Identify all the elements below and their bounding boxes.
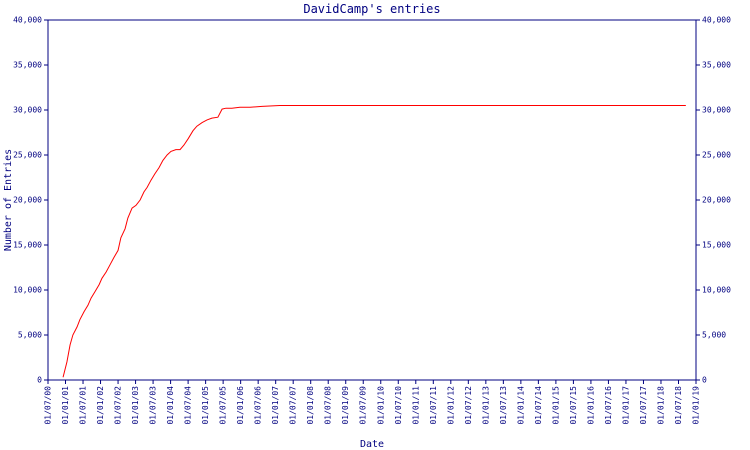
x-tick-label: 01/07/04 [184, 386, 193, 425]
y2-tick-label: 40,000 [702, 16, 731, 25]
y2-tick-label: 20,000 [702, 196, 731, 205]
x-tick-label: 01/07/18 [674, 386, 683, 425]
x-tick-label: 01/01/14 [516, 386, 525, 425]
y-tick-label: 0 [37, 376, 42, 385]
x-tick-label: 01/07/06 [254, 386, 263, 425]
y2-tick-label: 35,000 [702, 61, 731, 70]
x-tick-label: 01/01/15 [551, 386, 560, 425]
x-tick-label: 01/01/11 [411, 386, 420, 425]
y-tick-label: 10,000 [13, 286, 42, 295]
x-tick-label: 01/07/17 [639, 386, 648, 425]
x-tick-label: 01/01/09 [341, 386, 350, 425]
y-tick-label: 35,000 [13, 61, 42, 70]
y2-tick-label: 10,000 [702, 286, 731, 295]
x-tick-label: 01/07/11 [429, 386, 438, 425]
y-tick-label: 15,000 [13, 241, 42, 250]
x-tick-label: 01/01/13 [481, 386, 490, 425]
x-tick-label: 01/01/17 [621, 386, 630, 425]
y2-tick-label: 25,000 [702, 151, 731, 160]
y2-tick-label: 15,000 [702, 241, 731, 250]
x-tick-label: 01/07/01 [79, 386, 88, 425]
y2-tick-label: 30,000 [702, 106, 731, 115]
y-axis-label: Number of Entries [3, 149, 14, 251]
x-tick-label: 01/07/03 [149, 386, 158, 425]
x-tick-label: 01/01/10 [376, 386, 385, 425]
x-tick-label: 01/07/14 [534, 386, 543, 425]
x-tick-label: 01/07/07 [289, 386, 298, 425]
x-tick-label: 01/07/08 [324, 386, 333, 425]
x-tick-label: 01/07/09 [359, 386, 368, 425]
x-tick-label: 01/07/05 [219, 386, 228, 425]
x-tick-label: 01/01/04 [166, 386, 175, 425]
x-tick-label: 01/01/18 [656, 386, 665, 425]
x-tick-label: 01/07/13 [499, 386, 508, 425]
x-tick-label: 01/07/00 [44, 386, 53, 425]
x-tick-label: 01/07/12 [464, 386, 473, 425]
y-tick-label: 25,000 [13, 151, 42, 160]
x-tick-label: 01/07/16 [604, 386, 613, 425]
data-line [62, 105, 686, 378]
y-tick-label: 5,000 [18, 331, 42, 340]
x-tick-label: 01/01/19 [692, 386, 701, 425]
y-tick-label: 40,000 [13, 16, 42, 25]
x-tick-label: 01/01/12 [446, 386, 455, 425]
x-tick-label: 01/01/01 [61, 386, 70, 425]
x-tick-label: 01/07/02 [114, 386, 123, 425]
chart-title: DavidCamp's entries [303, 2, 440, 16]
x-tick-label: 01/01/02 [96, 386, 105, 425]
y2-tick-label: 5,000 [702, 331, 726, 340]
y-tick-label: 30,000 [13, 106, 42, 115]
x-tick-label: 01/01/06 [236, 386, 245, 425]
x-tick-label: 01/01/08 [306, 386, 315, 425]
plot-frame [47, 19, 697, 381]
x-tick-label: 01/01/07 [271, 386, 280, 425]
x-axis-label: Date [360, 439, 384, 450]
x-tick-label: 01/01/05 [201, 386, 210, 425]
x-tick-label: 01/01/16 [586, 386, 595, 425]
y2-tick-label: 0 [702, 376, 707, 385]
x-tick-label: 01/01/03 [131, 386, 140, 425]
x-tick-label: 01/07/15 [569, 386, 578, 425]
x-tick-label: 01/07/10 [394, 386, 403, 425]
y-tick-label: 20,000 [13, 196, 42, 205]
